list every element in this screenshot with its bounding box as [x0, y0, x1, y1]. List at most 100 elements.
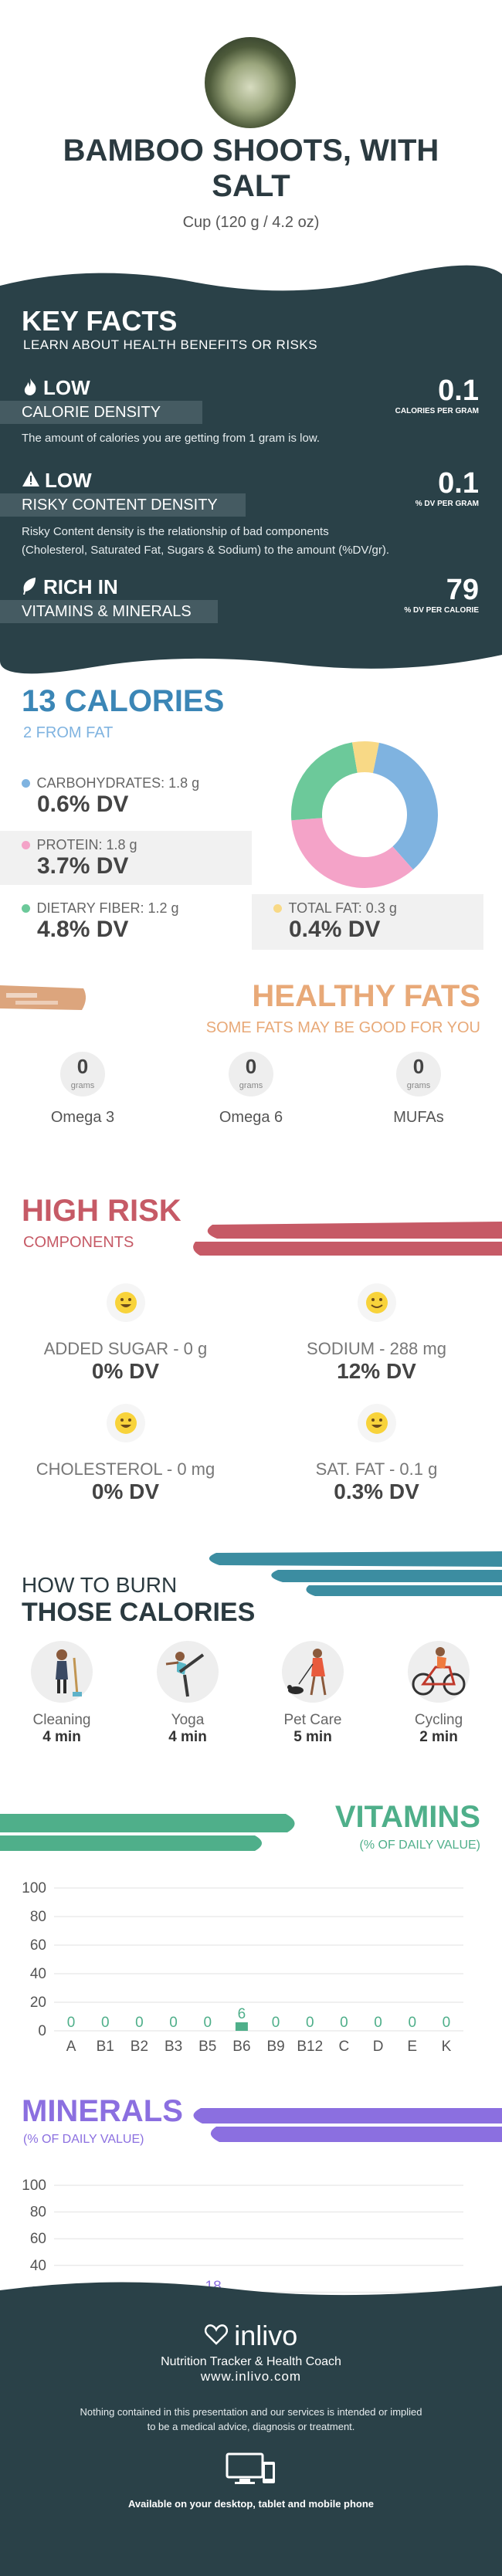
y-tick-label: 100	[22, 2178, 46, 2194]
cholesterol-label: CHOLESTEROL - 0 mg	[36, 1459, 215, 1479]
key-facts-section: KEY FACTS LEARN ABOUT HEALTH BENEFITS OR…	[0, 305, 502, 649]
sodium-label: SODIUM - 288 mg	[307, 1339, 446, 1358]
cleaning-time: 4 min	[42, 1729, 81, 1745]
calorie-density-fact: LOW CALORIE DENSITY 0.1 CALORIES PER GRA…	[0, 375, 485, 461]
rich-in-label: VITAMINS & MINERALS	[22, 603, 192, 620]
pet-care-time: 5 min	[293, 1729, 332, 1745]
burn-title-line2: THOSE CALORIES	[22, 1598, 256, 1627]
healthy-fats-brush-left	[0, 985, 86, 1010]
pet-care-icon	[282, 1641, 344, 1703]
omega3-item: 0 grams Omega 3	[32, 1052, 133, 1127]
footer-disclaimer: Nothing contained in this presentation a…	[80, 2406, 422, 2432]
macro-donut-chart	[291, 741, 438, 888]
yoga-icon	[157, 1641, 219, 1703]
minerals-subtitle: (% OF DAILY VALUE)	[23, 2133, 144, 2146]
protein-label: PROTEIN: 1.8 g	[36, 837, 137, 852]
protein-stat: PROTEIN: 1.8 g 3.7% DV	[0, 831, 252, 885]
vitamins-subtitle: (% OF DAILY VALUE)	[359, 1839, 480, 1852]
carbs-dot	[22, 779, 30, 788]
risky-density-description: Risky Content density is the relationshi…	[22, 525, 390, 557]
calories-from-fat: 2 FROM FAT	[23, 724, 114, 741]
risky-density-label-bar	[0, 493, 246, 517]
risky-density-label: RISKY CONTENT DENSITY	[22, 497, 218, 514]
bar-value-label: 0	[67, 2015, 76, 2031]
bar-value-label: 0	[306, 2015, 314, 2031]
yoga-activity: Yoga 4 min	[141, 1641, 234, 1746]
carbs-label: CARBOHYDRATES: 1.8 g	[36, 775, 200, 791]
pet-care-activity: Pet Care 5 min	[266, 1641, 359, 1746]
smile-icon	[106, 1283, 145, 1322]
footer-tagline: Nutrition Tracker & Health Coach	[161, 2355, 341, 2368]
yoga-name: Yoga	[171, 1712, 205, 1728]
x-tick-label: B1	[97, 2039, 114, 2055]
sodium-item: SODIUM - 288 mg 12% DV	[251, 1283, 502, 1384]
heart-icon	[204, 2323, 228, 2349]
omega3-value: 0	[76, 1055, 89, 1078]
calories-title: 13 CALORIES	[22, 684, 225, 718]
carbs-stat: CARBOHYDRATES: 1.8 g 0.6% DV	[22, 775, 199, 818]
warning-icon	[22, 470, 40, 491]
sat-fat-dv: 0.3% DV	[334, 1480, 419, 1503]
key-facts-heading: KEY FACTS	[22, 305, 178, 337]
burn-section: HOW TO BURN THOSE CALORIES Cleaning 4 mi…	[0, 1541, 502, 1795]
x-tick-label: C	[339, 2039, 350, 2055]
x-tick-label: B5	[198, 2039, 216, 2055]
vitamins-title: VITAMINS	[334, 1800, 480, 1834]
calorie-density-label: CALORIE DENSITY	[22, 404, 161, 421]
burn-brush	[209, 1551, 502, 1596]
high-risk-section: HIGH RISK COMPONENTS ADDED SUGAR - 0 g 0…	[0, 1189, 502, 1529]
x-tick-label: E	[407, 2039, 417, 2055]
sat-fat-label: SAT. FAT - 0.1 g	[315, 1459, 438, 1479]
mufas-unit: grams	[406, 1081, 431, 1090]
y-tick-label: 80	[30, 1909, 46, 1925]
omega3-unit: grams	[70, 1081, 95, 1090]
healthy-fats-title: HEALTHY FATS	[252, 979, 480, 1013]
rich-in-label-bar	[0, 600, 218, 623]
high-risk-subtitle: COMPONENTS	[23, 1234, 134, 1251]
bar-value-label: 0	[101, 2015, 110, 2031]
cholesterol-item: CHOLESTEROL - 0 mg 0% DV	[0, 1404, 251, 1504]
vitamins-brush	[0, 1814, 295, 1851]
bar-value-label: 0	[340, 2015, 348, 2031]
protein-dv: 3.7% DV	[37, 853, 129, 879]
omega3-gram-circle: 0 grams	[60, 1052, 105, 1096]
mufas-item: 0 grams MUFAs	[368, 1052, 469, 1127]
bar-value-label: 0	[169, 2015, 178, 2031]
burn-title-line1: HOW TO BURN	[22, 1573, 178, 1597]
added-sugar-item: ADDED SUGAR - 0 g 0% DV	[0, 1283, 251, 1384]
cycling-activity: Cycling 2 min	[392, 1641, 485, 1746]
mufas-name: MUFAs	[393, 1109, 444, 1126]
bar-value-label: 6	[238, 2006, 246, 2022]
cycling-name: Cycling	[414, 1712, 463, 1728]
calorie-density-description: The amount of calories you are getting f…	[22, 432, 321, 445]
fat-dot	[273, 904, 282, 913]
bar-value-label: 0	[408, 2015, 416, 2031]
burn-title: HOW TO BURN THOSE CALORIES	[22, 1573, 255, 1628]
devices-icon	[0, 2452, 502, 2492]
sodium-dv: 12% DV	[337, 1359, 416, 1383]
vitamins-bar-chart: 0 20 40 60 80 100 0 A 0 B1 0 B2 0 B3 0 B5 6 B6 0 B9 0 B12 0 C 0 D…	[22, 1880, 463, 2055]
calorie-density-unit: CALORIES PER GRAM	[395, 407, 479, 415]
healthy-fats-section: HEALTHY FATS SOME FATS MAY BE GOOD FOR Y…	[0, 974, 502, 1160]
risky-density-unit: % DV PER GRAM	[415, 500, 479, 508]
header-section: BAMBOO SHOOTS, WITH SALT Cup (120 g / 4.…	[0, 0, 502, 270]
x-tick-label: D	[373, 2039, 384, 2055]
omega6-item: 0 grams Omega 6	[201, 1052, 301, 1127]
x-tick-label: B2	[131, 2039, 148, 2055]
healthy-fats-subtitle: SOME FATS MAY BE GOOD FOR YOU	[205, 1019, 480, 1036]
risky-density-value: 0.1	[438, 467, 479, 500]
footer-url[interactable]: www.inlivo.com	[200, 2369, 302, 2384]
x-tick-label: K	[442, 2039, 452, 2055]
y-tick-label: 60	[30, 1937, 46, 1954]
key-facts-subheading: LEARN ABOUT HEALTH BENEFITS OR RISKS	[23, 337, 318, 352]
bar-value-label: 0	[272, 2015, 280, 2031]
footer-available: Available on your desktop, tablet and mo…	[127, 2498, 375, 2510]
y-tick-label: 40	[30, 2258, 46, 2274]
fiber-dot	[22, 904, 30, 913]
pet-care-name: Pet Care	[283, 1712, 342, 1728]
donut-slice-carbs	[372, 742, 438, 870]
page-title: BAMBOO SHOOTS, WITH SALT	[63, 134, 439, 203]
cycling-time: 2 min	[419, 1729, 458, 1745]
food-image	[205, 37, 296, 128]
fat-label: TOTAL FAT: 0.3 g	[288, 900, 397, 916]
